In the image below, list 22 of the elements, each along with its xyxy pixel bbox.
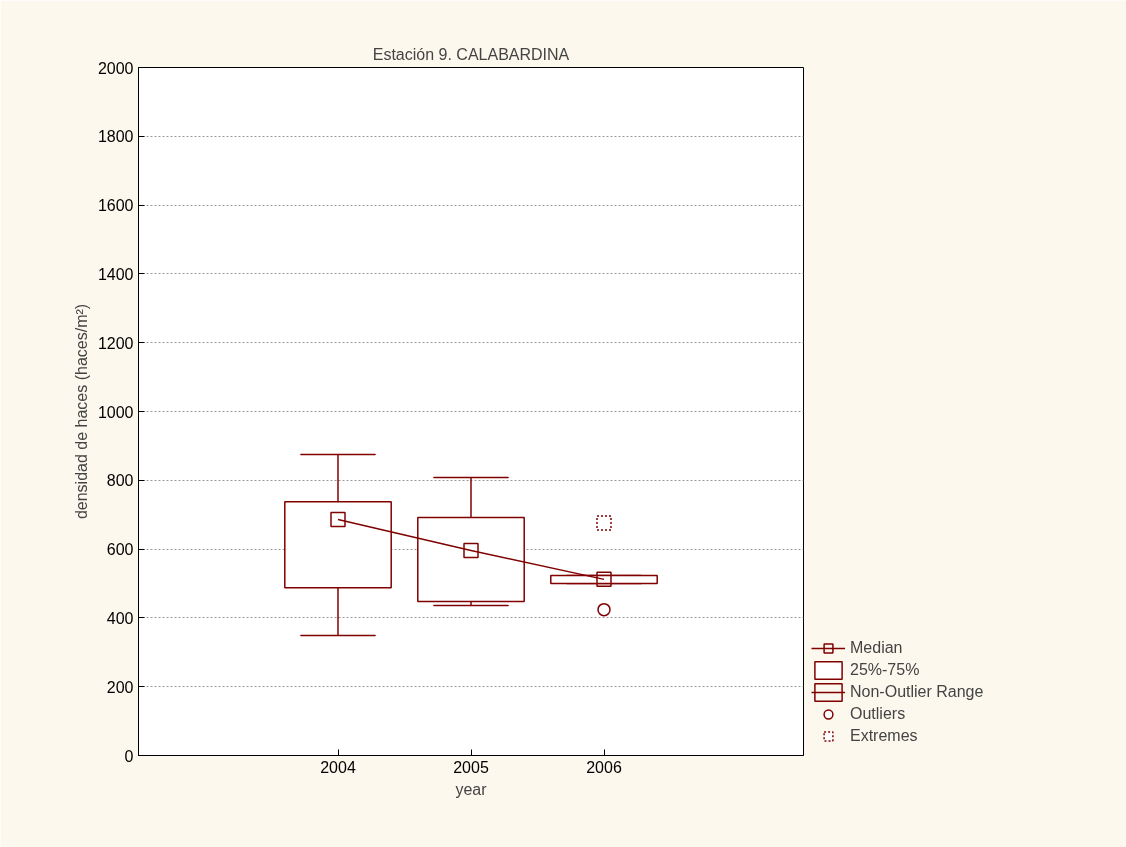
- legend-label: Outliers: [850, 704, 906, 724]
- legend-label: Median: [850, 638, 903, 658]
- y-tick-label: 1800: [97, 128, 134, 146]
- y-tick-label: 1000: [97, 403, 134, 421]
- legend-label: 25%-75%: [850, 660, 920, 680]
- y-tick-label: 200: [106, 678, 134, 696]
- y-tick-label: 400: [106, 609, 134, 627]
- y-tick-label: 1200: [97, 334, 134, 352]
- x-tick-label: 2005: [453, 758, 489, 776]
- y-tick-label: 1400: [97, 265, 134, 283]
- y-axis-title: densidad de haces (haces/m²): [72, 303, 90, 520]
- y-tick-label: 800: [106, 472, 134, 490]
- x-tick-label: 2004: [320, 758, 356, 776]
- chart-title: Estación 9. CALABARDINA: [372, 45, 570, 63]
- y-tick-label: 2000: [97, 59, 134, 77]
- x-tick-label: 2006: [586, 758, 622, 776]
- x-axis-title: year: [455, 780, 488, 798]
- y-tick-label: 600: [106, 541, 134, 559]
- text: Non-Outlier Range: [850, 682, 984, 702]
- legend-label: Extremes: [850, 726, 918, 746]
- y-tick-label: 0: [124, 747, 134, 765]
- y-tick-label: 1600: [97, 197, 134, 215]
